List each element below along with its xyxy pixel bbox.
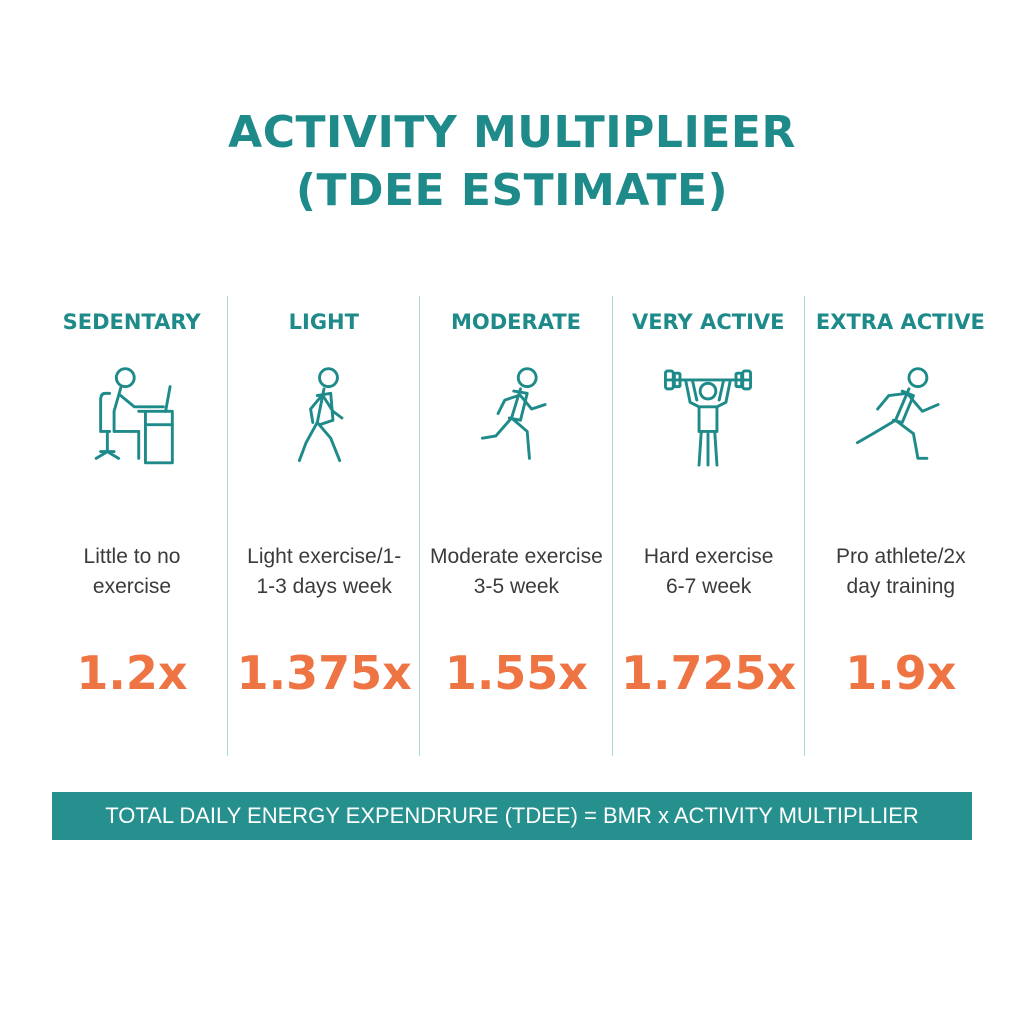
- description-line-2: 6-7 week: [666, 575, 752, 598]
- description-line-2: 3-5 week: [473, 575, 560, 598]
- description-line-1: Hard exercise: [643, 545, 774, 568]
- multiplier-value: 1.55x: [444, 646, 588, 700]
- description-line-2: exercise: [92, 575, 172, 598]
- formula-text: TOTAL DAILY ENERGY EXPENDRURE (TDEE) = B…: [105, 803, 919, 828]
- desk-worker-icon: [76, 362, 188, 474]
- multiplier-value: 1.375x: [236, 646, 412, 700]
- level-very-active: VERY ACTIVE Hard exercise 6-7 week 1.725…: [611, 296, 804, 756]
- level-light: LIGHT Light exercise/1- 1-3 days week 1.…: [227, 296, 419, 756]
- jogging-person-icon: [460, 362, 572, 474]
- activity-levels: SEDENTARY Little to no exercise 1.2x LIG…: [36, 296, 996, 756]
- level-label: SEDENTARY: [62, 310, 201, 334]
- tdee-formula-banner: TOTAL DAILY ENERGY EXPENDRURE (TDEE) = B…: [52, 792, 972, 840]
- description-line-2: 1-3 days week: [256, 575, 392, 598]
- level-description: Hard exercise 6-7 week: [605, 542, 813, 602]
- level-moderate: MODERATE Moderate exercise 3-5 week 1.55…: [419, 296, 611, 756]
- walking-person-icon: [268, 362, 380, 474]
- weightlifter-icon: [652, 362, 764, 474]
- level-label: VERY ACTIVE: [631, 310, 785, 334]
- level-description: Pro athlete/2x day training: [797, 542, 1005, 602]
- level-extra-active: EXTRA ACTIVE Pro athlete/2x day training…: [803, 296, 996, 756]
- sprinting-person-icon: [844, 362, 956, 474]
- level-sedentary: SEDENTARY Little to no exercise 1.2x: [36, 296, 227, 756]
- description-line-1: Light exercise/1-: [247, 545, 402, 568]
- description-line-1: Little to no: [83, 545, 181, 568]
- level-description: Light exercise/1- 1-3 days week: [220, 542, 428, 602]
- level-label: EXTRA ACTIVE: [815, 310, 985, 334]
- level-label: LIGHT: [288, 310, 359, 334]
- description-line-1: Moderate exercise: [430, 545, 603, 568]
- multiplier-value: 1.9x: [845, 646, 957, 700]
- level-label: MODERATE: [451, 310, 581, 334]
- multiplier-value: 1.725x: [621, 646, 797, 700]
- multiplier-value: 1.2x: [76, 646, 188, 700]
- level-description: Little to no exercise: [28, 542, 236, 602]
- page-title: ACTIVITY MULTIPLIEER (TDEE ESTIMATE): [0, 104, 1024, 220]
- level-description: Moderate exercise 3-5 week: [412, 542, 620, 602]
- description-line-1: Pro athlete/2x: [836, 545, 966, 568]
- title-line-2: (TDEE ESTIMATE): [295, 165, 729, 216]
- title-line-1: ACTIVITY MULTIPLIEER: [228, 107, 796, 158]
- description-line-2: day training: [846, 575, 956, 598]
